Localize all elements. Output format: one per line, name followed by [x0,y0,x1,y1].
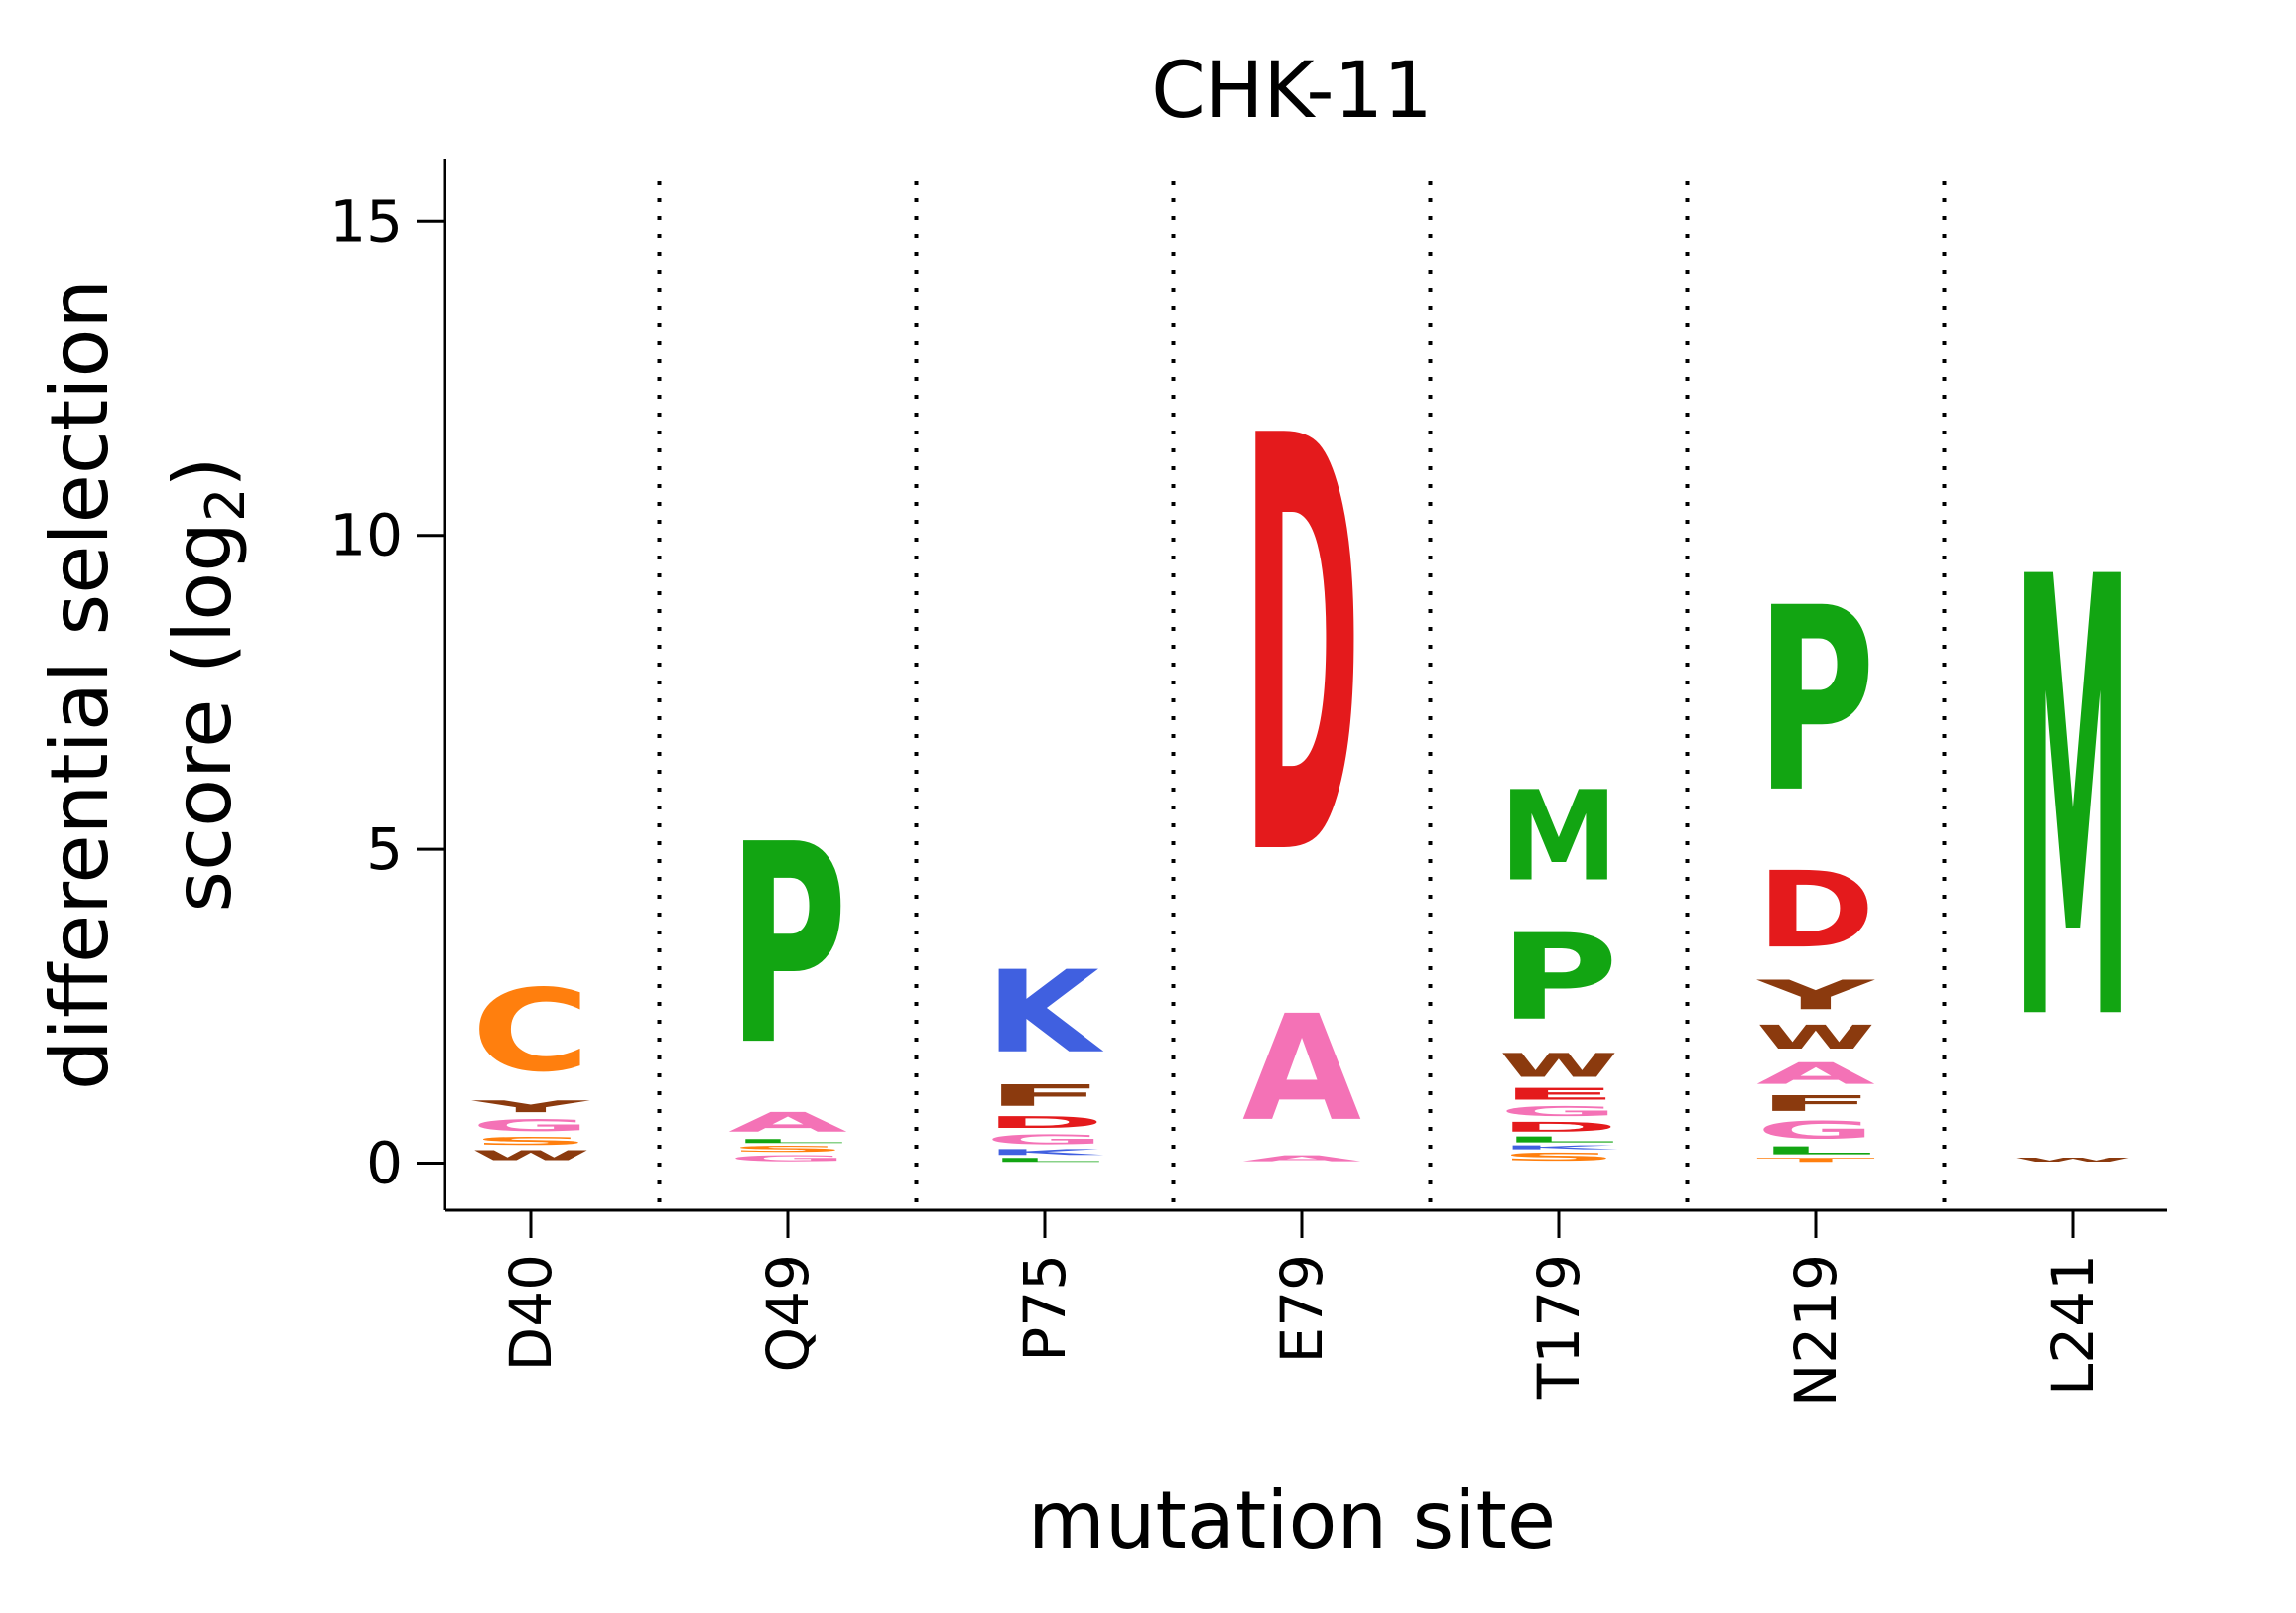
logo-letter: M [2013,453,2132,1155]
y-axis-label-prefix: score (log [157,522,249,913]
logo-letter: E [1499,1084,1618,1103]
logo-letter: M [1499,764,1618,909]
y-axis-label-line1: differential selection [34,279,126,1090]
logo-letter: G [1756,1116,1875,1144]
logo-letter: D [1242,317,1361,983]
logo-letter: Y [1755,971,1876,1019]
logo-stack: WM [2013,453,2132,1164]
x-tick-label: N219 [1782,1254,1850,1407]
x-tick-label: T179 [1525,1254,1593,1400]
logo-letter: L [728,1138,847,1144]
logo-letter: D [1499,1119,1618,1135]
x-axis-ticks: D40 Q49 P75 E79 T179 N219 L241 [497,1210,2106,1407]
logo-letter: K [985,1148,1104,1157]
logo-letter: K [1499,1145,1618,1151]
logo-letter: C [471,966,590,1098]
y-tick-label: 15 [329,187,403,255]
y-axis-label-line2: score (log2) [157,456,257,912]
logo-letter: T [1756,1157,1875,1163]
logo-letter: G [728,1154,847,1163]
logo-letter: P [1499,909,1618,1047]
chart-title: CHK-11 [1151,47,1432,136]
y-tick-label: 10 [329,502,403,569]
logo-letter: P [1756,554,1875,849]
logo-letter: G [1499,1104,1618,1120]
logo-letter: L [985,1157,1104,1163]
logo-letter: D [1756,848,1875,971]
y-tick-label: 5 [366,815,403,883]
logo-letter: W [1499,1047,1618,1084]
logo-letter: A [1242,1154,1361,1164]
y-axis-label-suffix: ) [157,456,249,487]
x-tick-label: D40 [497,1254,565,1371]
logo-stack: AAD [1242,317,1361,1163]
logo-letter: L [1499,1135,1618,1144]
y-axis-label-subscript: 2 [194,488,257,522]
logo-letter: F [1756,1091,1875,1116]
logo-letter: A [728,1107,847,1138]
logo-letter: W [2013,1157,2132,1163]
y-tick-label: 0 [366,1130,403,1197]
logo-letter: K [985,946,1104,1078]
site-separators [657,181,1947,1210]
logo-letter: S [1499,1151,1618,1164]
logo-letter: L [1756,1145,1875,1158]
y-axis-ticks: 0 5 10 15 [329,187,445,1197]
logo-letter: W [1756,1019,1875,1056]
logo-letter: F [985,1078,1104,1113]
y-axis-label: differential selection score (log2) [34,279,257,1090]
logo-letter: W [471,1148,590,1164]
x-tick-label: Q49 [754,1254,822,1372]
logo-letter: G [471,1116,590,1135]
logo-letter: P [728,786,847,1106]
x-tick-label: L241 [2039,1254,2106,1396]
logo-letter: A [1756,1056,1875,1091]
logo-letter: A [1242,984,1361,1154]
logo-letter: S [728,1145,847,1154]
logo-letter: S [471,1135,590,1148]
x-tick-label: P75 [1011,1254,1079,1362]
logo-letter: G [985,1132,1104,1148]
x-tick-label: E79 [1268,1254,1336,1363]
logo-letter: D [985,1113,1104,1132]
x-axis-label: mutation site [1028,1474,1556,1566]
logo-letter: Y [470,1097,590,1116]
